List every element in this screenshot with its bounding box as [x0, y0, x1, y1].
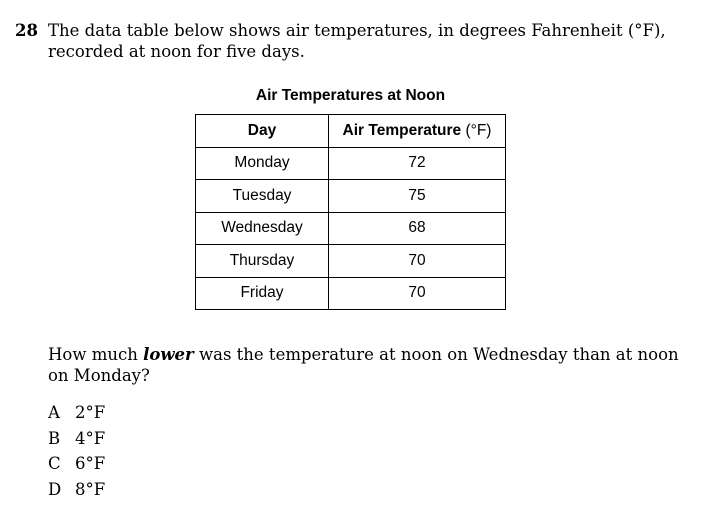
choice-text: 2°F [75, 403, 106, 422]
table-header-row: Day Air Temperature (°F) [195, 114, 506, 148]
day-cell: Tuesday [195, 179, 329, 213]
table-row: Friday 70 [195, 276, 506, 310]
choice-letter: D [48, 479, 62, 499]
answer-choice-b[interactable]: B 4°F [48, 428, 105, 454]
prompt-text-after: was the temperature at noon on Wednesday… [48, 345, 679, 385]
column-header-temperature: Air Temperature (°F) [328, 114, 506, 148]
choice-letter: C [48, 454, 61, 473]
question-text: The data table below shows air temperatu… [48, 21, 666, 61]
temperature-cell: 72 [328, 146, 506, 180]
column-header-day: Day [195, 114, 329, 148]
choice-text: 6°F [75, 454, 106, 473]
temperature-cell: 75 [328, 179, 506, 213]
temperature-cell: 70 [328, 276, 506, 310]
question-prompt: How much lower was the temperature at no… [48, 344, 688, 386]
table-title: Air Temperatures at Noon [255, 87, 446, 104]
choice-text: 4°F [75, 428, 106, 448]
day-cell: Thursday [195, 244, 329, 278]
answer-choice-a[interactable]: A 2°F [48, 402, 105, 428]
temperature-cell: 70 [328, 244, 506, 278]
day-cell: Friday [195, 276, 329, 310]
prompt-emphasis: lower [143, 345, 194, 364]
choice-text: 8°F [75, 479, 106, 499]
table-row: Tuesday 75 [195, 179, 506, 213]
day-cell: Monday [195, 146, 329, 180]
answer-choice-d[interactable]: D 8°F [48, 479, 105, 505]
table-row: Wednesday 68 [195, 211, 506, 245]
answer-choices: A 2°F B 4°F C 6°F D 8°F [48, 402, 105, 504]
temperature-table: Day Air Temperature (°F) Monday 72 Tuesd… [195, 114, 506, 310]
choice-letter: B [48, 428, 61, 448]
question-stem: 28 The data table below shows air temper… [15, 20, 695, 62]
table-row: Thursday 70 [195, 244, 506, 278]
temperature-cell: 68 [328, 211, 506, 245]
temperature-header-label: Air Temperature [342, 121, 462, 139]
prompt-text-before: How much [48, 345, 144, 364]
choice-letter: A [48, 403, 60, 422]
answer-choice-c[interactable]: C 6°F [48, 453, 105, 479]
question-number: 28 [15, 21, 38, 40]
table-row: Monday 72 [195, 146, 506, 180]
temperature-header-unit: (°F) [465, 121, 492, 139]
day-cell: Wednesday [195, 211, 329, 245]
